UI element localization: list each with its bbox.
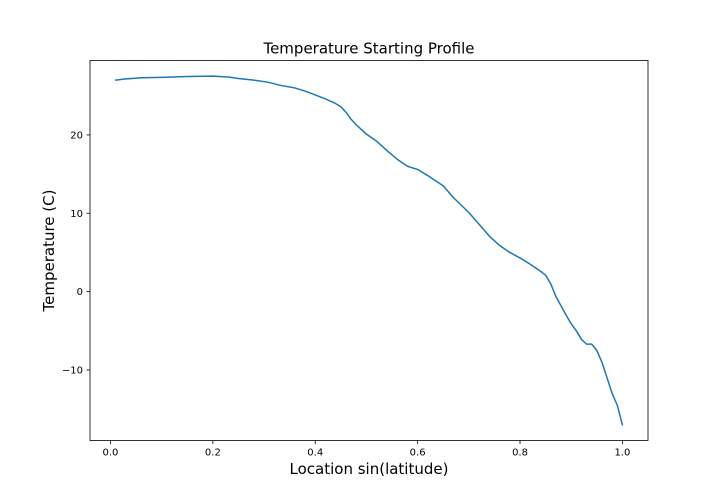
- x-tick-label: 0.8: [512, 448, 528, 459]
- plot-area: [90, 60, 648, 441]
- x-axis-ticks: 0.0 0.2 0.4 0.6 0.8 1.0: [103, 440, 630, 459]
- y-tick-label: 20: [70, 130, 83, 141]
- x-tick-label: 0.0: [103, 448, 119, 459]
- x-tick-label: 0.6: [410, 448, 426, 459]
- series-line-0: [114, 75, 624, 426]
- x-axis-label: Location sin(latitude): [290, 460, 449, 478]
- y-tick-label: −10: [62, 365, 83, 376]
- series-layer: [114, 75, 624, 426]
- x-tick-label: 0.2: [205, 448, 221, 459]
- y-axis-ticks: −10 0 10 20: [62, 130, 90, 376]
- y-tick-label: 0: [77, 287, 83, 298]
- chart-title: Temperature Starting Profile: [262, 40, 474, 58]
- plot-frame: [89, 60, 649, 441]
- y-tick-label: 10: [70, 209, 83, 220]
- x-tick-label: 1.0: [614, 448, 630, 459]
- y-axis-label: Temperature (C): [40, 190, 58, 313]
- x-tick-label: 0.4: [307, 448, 323, 459]
